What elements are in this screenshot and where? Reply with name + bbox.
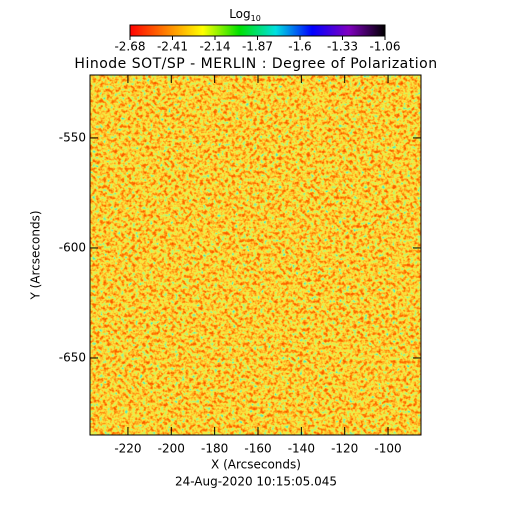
x-tick-label: -120 (331, 442, 358, 456)
colorbar-tick-label: -1.06 (369, 40, 400, 54)
colorbar-tick-label: -2.14 (199, 40, 230, 54)
x-tick-label: -180 (201, 442, 228, 456)
chart-title: Hinode SOT/SP - MERLIN : Degree of Polar… (74, 56, 437, 72)
colorbar-tick-label: -1.6 (288, 40, 311, 54)
x-tick-label: -220 (114, 442, 141, 456)
colorbar (129, 24, 386, 37)
plot-frame (89, 74, 422, 436)
colorbar-tick-label: -1.33 (327, 40, 358, 54)
heatmap-image (90, 75, 421, 435)
colorbar-tick-label: -2.68 (114, 40, 145, 54)
y-tick-label: -650 (59, 350, 86, 364)
x-tick-label: -100 (374, 442, 401, 456)
x-tick-label: -140 (288, 442, 315, 456)
y-axis-label: Y (Arcseconds) (29, 210, 43, 300)
y-tick-label: -600 (59, 240, 86, 254)
colorbar-label: Log10 (229, 7, 261, 23)
colorbar-tick-label: -1.87 (242, 40, 273, 54)
colorbar-tick-label: -2.41 (157, 40, 188, 54)
x-axis-label: X (Arcseconds) (211, 458, 301, 472)
y-tick-label: -550 (59, 130, 86, 144)
x-tick-label: -160 (244, 442, 271, 456)
x-tick-label: -200 (158, 442, 185, 456)
annotation: 24-Aug-2020 10:15:05.045 (175, 475, 337, 489)
